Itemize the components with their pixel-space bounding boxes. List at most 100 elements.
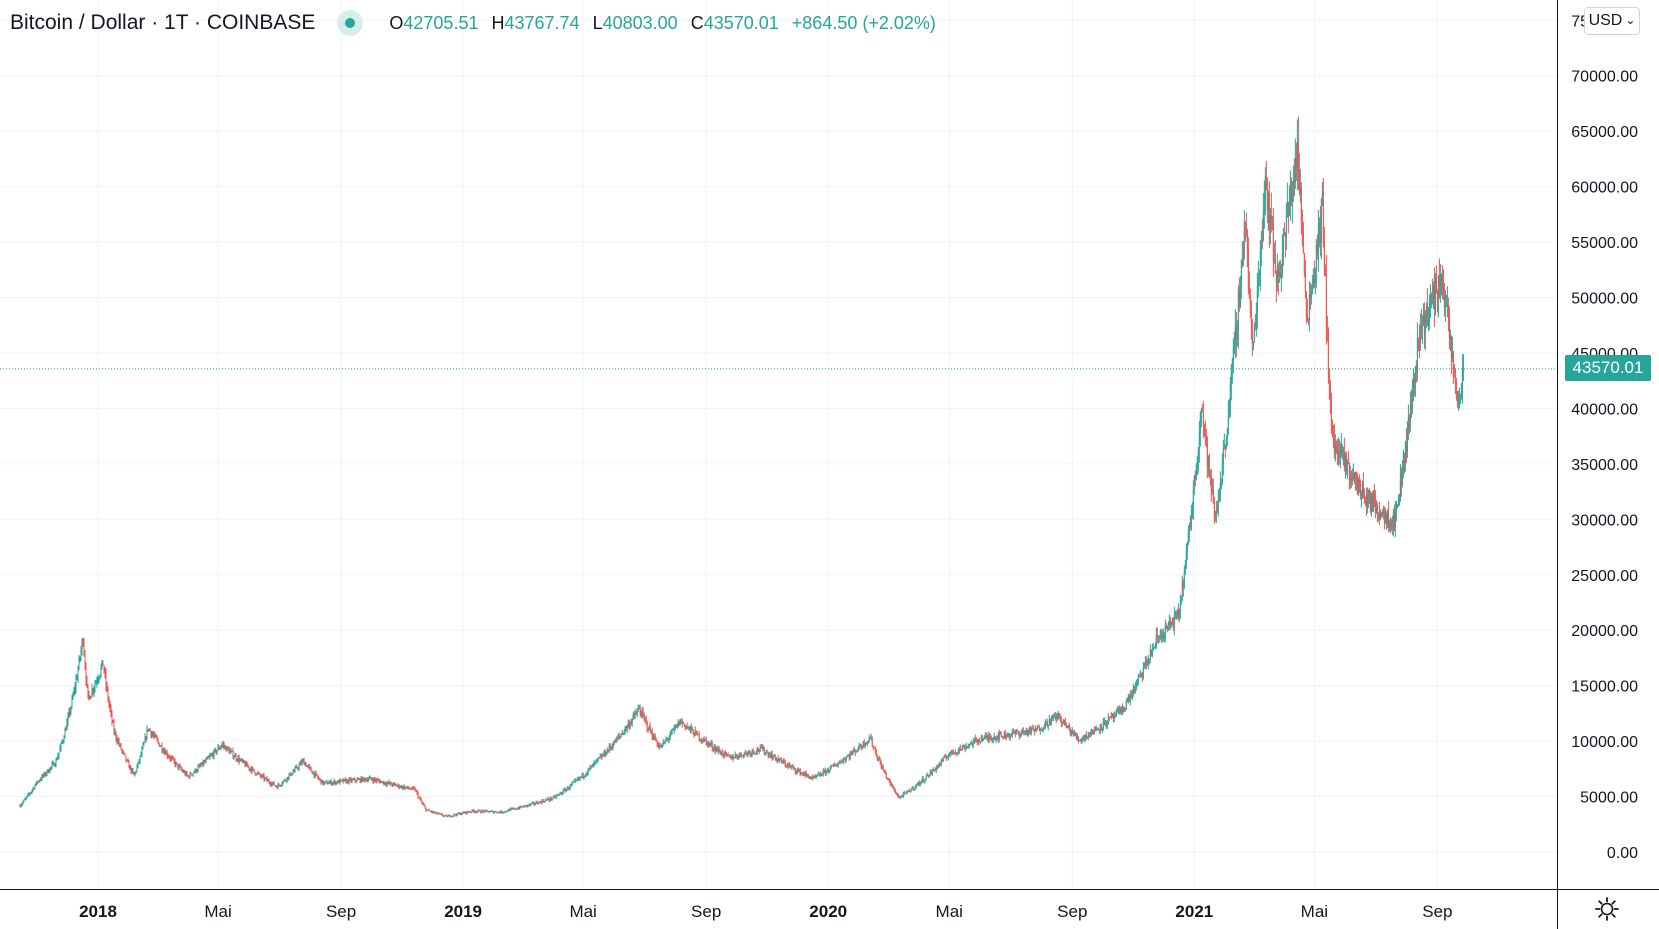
- candle-body: [867, 740, 869, 742]
- candle-body: [829, 767, 831, 771]
- candle-body: [559, 793, 561, 795]
- candle-body: [1347, 462, 1349, 464]
- candle-body: [379, 781, 381, 783]
- vertical-gridlines: [97, 0, 1438, 889]
- candle-body: [604, 751, 606, 756]
- candle-body: [923, 780, 925, 782]
- candle-body: [22, 801, 24, 804]
- candle-body: [978, 739, 980, 742]
- candle-body: [1294, 158, 1296, 183]
- currency-selector[interactable]: USD ⌄: [1584, 7, 1640, 35]
- candle-body: [817, 774, 819, 776]
- candle-body: [1205, 435, 1207, 438]
- candle-body: [606, 749, 608, 755]
- candle-body: [962, 746, 964, 748]
- price-axis[interactable]: 0.00 5000.00 10000.00 15000.00 20000.00 25000…: [1571, 13, 1638, 862]
- candle-body: [824, 770, 826, 774]
- candle-body: [514, 808, 516, 810]
- candle-body: [103, 665, 105, 672]
- candle-body: [1054, 716, 1056, 718]
- candle-body: [1388, 524, 1390, 527]
- candle-body: [638, 708, 640, 710]
- candle-body: [1050, 718, 1052, 725]
- candle-body: [1405, 441, 1407, 452]
- time-axis[interactable]: 2018 Mai Sep 2019 Mai Sep 2020 Mai Sep 2021 Mai Sep: [79, 902, 1452, 921]
- candle-body: [681, 722, 683, 724]
- candle-body: [27, 794, 29, 796]
- candle-body: [517, 807, 519, 810]
- candle-body: [511, 808, 513, 810]
- candle-body: [909, 791, 911, 793]
- candle-body: [536, 802, 538, 804]
- gear-icon[interactable]: [1594, 896, 1620, 922]
- candle-body: [809, 777, 811, 779]
- candle-body: [425, 807, 427, 812]
- candle-body: [1368, 489, 1370, 497]
- candle-body: [560, 793, 562, 795]
- candle-body: [940, 760, 942, 765]
- candle-body: [870, 737, 872, 740]
- candle-body: [45, 773, 47, 776]
- candle-body: [556, 795, 558, 797]
- candle-body: [1316, 244, 1318, 253]
- candle-body: [297, 768, 299, 770]
- candle-body: [465, 811, 467, 814]
- candle-body: [1000, 734, 1002, 736]
- candle-body: [1044, 721, 1046, 728]
- candle-body: [771, 753, 773, 759]
- candle-body: [835, 765, 837, 767]
- candle-body: [1461, 370, 1463, 392]
- candle-body: [322, 780, 324, 785]
- candle-body: [599, 756, 601, 758]
- candle-body: [141, 748, 143, 755]
- candle-body: [850, 752, 852, 755]
- candle-body: [617, 736, 619, 739]
- candle-body: [1325, 275, 1327, 328]
- candle-body: [1207, 456, 1209, 467]
- candle-body: [742, 755, 744, 757]
- candle-body: [110, 708, 112, 713]
- candle-body: [43, 772, 45, 776]
- candle-body: [36, 782, 38, 784]
- candle-body: [1450, 335, 1452, 360]
- candle-body: [1237, 290, 1239, 332]
- candle-body: [849, 752, 851, 758]
- candle-body: [1361, 483, 1363, 495]
- candle-body: [810, 777, 812, 779]
- candle-body: [1204, 432, 1206, 436]
- candle-body: [262, 775, 264, 777]
- candle-body: [1003, 732, 1005, 739]
- candle-body: [567, 787, 569, 790]
- candle-body: [1162, 635, 1164, 639]
- candle-body: [215, 749, 217, 753]
- candle-body: [884, 771, 886, 774]
- candle-body: [722, 754, 724, 756]
- candle-body: [1117, 711, 1119, 713]
- candle-body: [936, 765, 938, 768]
- candle-body: [618, 736, 620, 738]
- candle-body: [339, 779, 341, 784]
- symbol-title[interactable]: Bitcoin / Dollar · 1T · COINBASE: [10, 11, 316, 34]
- candle-body: [442, 815, 444, 817]
- market-status-icon[interactable]: [337, 10, 364, 36]
- candle-body: [1049, 719, 1051, 725]
- candle-body: [1300, 187, 1302, 224]
- candle-body: [733, 757, 735, 759]
- candle-body: [1124, 708, 1126, 711]
- candle-body: [538, 801, 540, 804]
- candle-body: [690, 727, 692, 731]
- candle-body: [289, 772, 291, 775]
- candle-body: [714, 747, 716, 752]
- candle-body: [1098, 729, 1100, 731]
- candle-body: [144, 737, 146, 743]
- candle-body: [461, 812, 463, 814]
- candle-body: [743, 753, 745, 757]
- candle-body: [332, 782, 334, 784]
- candle-body: [561, 793, 563, 795]
- candle-body: [1140, 672, 1142, 676]
- candle-body: [244, 762, 246, 767]
- candle-body: [153, 735, 155, 737]
- candle-body: [754, 753, 756, 755]
- candle-body: [1064, 721, 1066, 725]
